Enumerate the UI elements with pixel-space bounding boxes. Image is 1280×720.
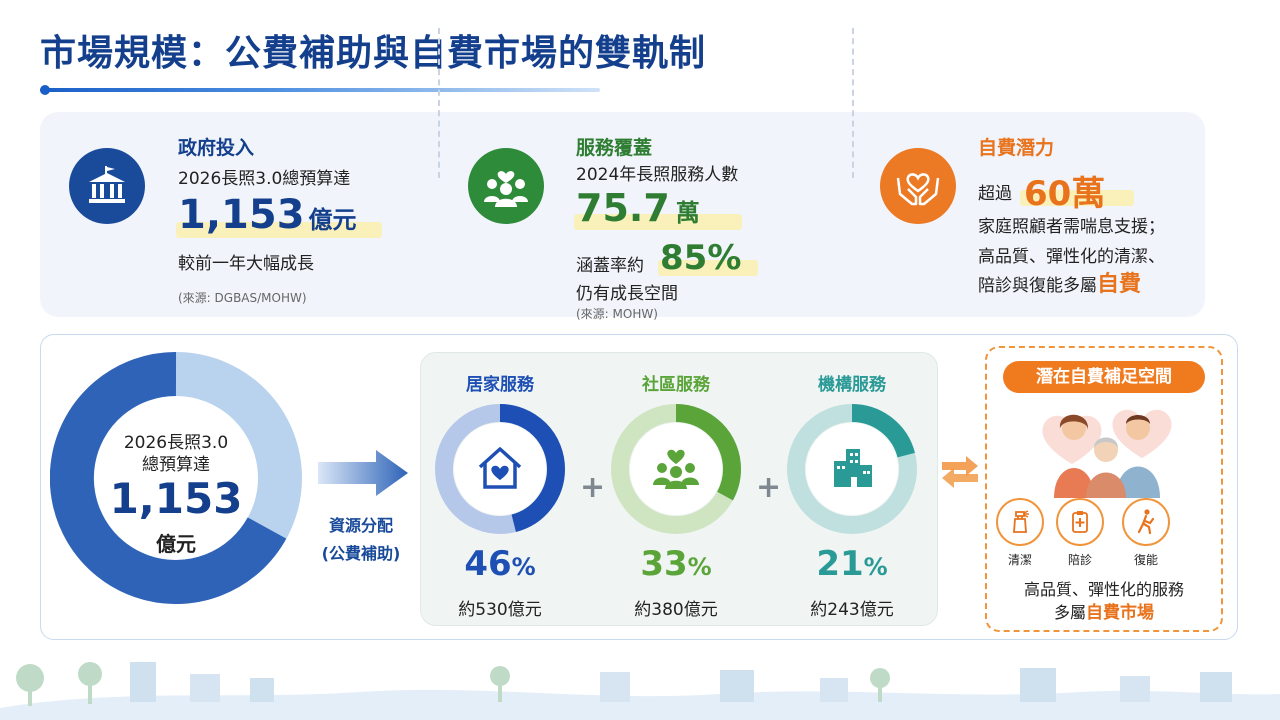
percent-sign: % <box>863 553 888 581</box>
budget-line1: 2026長照3.0 <box>123 433 229 453</box>
coverage-line1: 2024年長照服務人數 <box>576 165 739 185</box>
latent-line1: 高品質、彈性化的服務 <box>1023 580 1184 599</box>
page-title: 市場規模：公費補助與自費市場的雙軌制 <box>40 33 707 74</box>
divider <box>438 28 440 178</box>
walking-person-icon <box>1122 498 1170 546</box>
allocation-arrow-icon <box>318 450 408 496</box>
coverage-count-value: 75.7 <box>576 186 670 230</box>
coverage-count-unit: 萬 <box>675 199 700 227</box>
family-illustration <box>1042 409 1172 498</box>
gov-line2: 較前一年大幅成長 <box>178 254 314 274</box>
service-amount: 約380億元 <box>634 600 718 620</box>
coverage-rate-label: 涵蓋率約 <box>576 256 644 276</box>
budget-unit: 億元 <box>156 532 196 556</box>
donut-arc <box>787 404 917 534</box>
coverage-heading: 服務覆蓋 <box>576 137 653 159</box>
gov-source: (來源: DGBAS/MOHW) <box>178 291 307 305</box>
double-arrow-icon <box>942 456 978 488</box>
latent-service-label: 清潔 <box>1007 553 1032 567</box>
self-pay-value: 60萬 <box>1024 174 1106 214</box>
percent-value: 46 <box>464 544 512 584</box>
hands-heart-icon <box>880 148 956 224</box>
latent-line2-prefix: 多屬 <box>1053 603 1086 622</box>
institution-building-icon <box>834 449 872 487</box>
latent-heading: 潛在自費補足空間 <box>1003 361 1205 393</box>
divider <box>852 28 854 178</box>
percent-value: 21 <box>816 544 864 584</box>
clipboard-medical-icon <box>1056 498 1104 546</box>
coverage-rate-value: 85% <box>660 238 742 278</box>
service-donut <box>611 404 741 534</box>
percent-sign: % <box>511 553 536 581</box>
latent-service-label: 陪診 <box>1067 553 1092 567</box>
community-people-icon <box>653 449 699 489</box>
house-heart-icon <box>478 447 522 489</box>
skyline-illustration <box>0 662 1280 720</box>
latent-emph: 自費市場 <box>1086 603 1154 623</box>
gov-line1: 2026長照3.0總預算達 <box>178 169 351 189</box>
coverage-line2: 仍有成長空間 <box>576 284 678 304</box>
arrow-label-2: (公費補助) <box>321 544 401 563</box>
latent-line2: 多屬自費市場 <box>990 598 1218 623</box>
title-underline <box>40 88 600 92</box>
gov-heading: 政府投入 <box>178 137 255 159</box>
service-amount: 約243億元 <box>810 600 894 620</box>
budget-value: 1,153 <box>109 474 243 523</box>
service-title: 機構服務 <box>818 375 886 395</box>
percent-sign: % <box>687 553 712 581</box>
service-percentage: 46% <box>420 544 580 584</box>
latent-self-pay-box <box>985 346 1223 632</box>
spray-bottle-icon <box>996 498 1044 546</box>
service-donut <box>435 404 565 534</box>
self-pay-heading: 自費潛力 <box>978 137 1055 159</box>
donut-arc <box>435 404 565 534</box>
budget-line2: 總預算達 <box>142 455 210 475</box>
self-pay-line1: 家庭照顧者需喘息支援； <box>978 217 1165 237</box>
percent-value: 33 <box>640 544 688 584</box>
budget-donut <box>50 352 302 604</box>
service-title: 居家服務 <box>466 375 534 395</box>
highlight <box>176 222 382 238</box>
gov-budget: 1,153 億元 <box>178 192 357 238</box>
highlight <box>574 214 742 230</box>
donut-arc <box>611 404 741 534</box>
highlight <box>1020 190 1134 206</box>
service-percentage: 33% <box>596 544 756 584</box>
self-pay-line3-prefix: 陪診與復能多屬 <box>978 276 1097 296</box>
plus-sign: + <box>580 470 606 505</box>
service-donut <box>787 404 917 534</box>
gov-budget-unit: 億元 <box>308 206 357 234</box>
service-title: 社區服務 <box>642 375 710 395</box>
self-pay-prefix: 超過 <box>978 184 1012 204</box>
coverage-source: (來源: MOHW) <box>576 307 658 321</box>
government-building-icon <box>69 148 145 224</box>
plus-sign: + <box>756 470 782 505</box>
title-underline-dot <box>40 85 50 95</box>
self-pay-line3: 陪診與復能多屬自費 <box>978 266 1141 298</box>
self-pay-line2: 高品質、彈性化的清潔、 <box>978 247 1165 267</box>
self-pay-emph: 自費 <box>1097 272 1142 297</box>
latent-service-label: 復能 <box>1133 553 1158 567</box>
arrow-label-1: 資源分配 <box>328 516 393 535</box>
people-heart-icon <box>468 148 544 224</box>
gov-budget-value: 1,153 <box>178 192 305 238</box>
service-amount: 約530億元 <box>458 600 542 620</box>
service-percentage: 21% <box>772 544 932 584</box>
highlight <box>658 260 758 276</box>
coverage-count: 75.7 萬 <box>576 186 700 230</box>
